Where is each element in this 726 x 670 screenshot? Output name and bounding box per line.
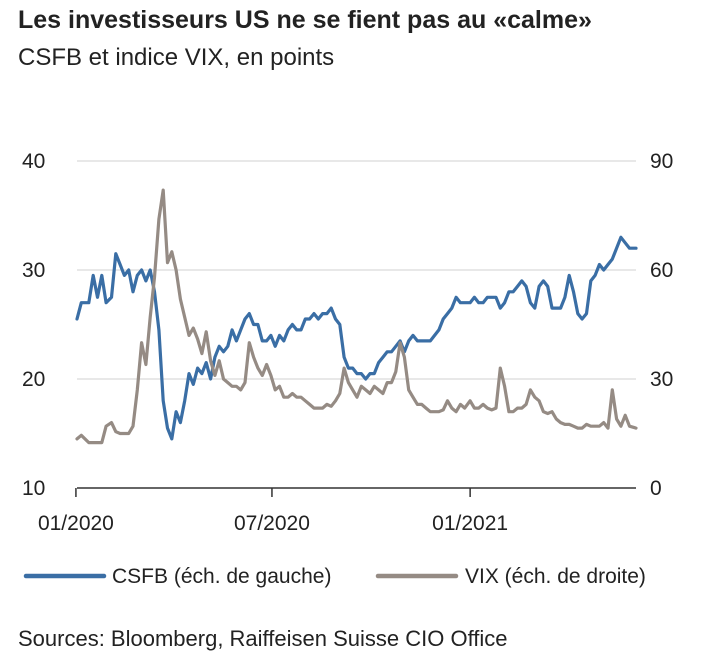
y-right-tick-label: 60 — [650, 259, 673, 282]
axes: 10 20 30 40 0 30 60 90 01/2020 07/2020 01/2021 — [22, 150, 673, 535]
legend: CSFB (éch. de gauche) VIX (éch. de droite… — [23, 565, 646, 588]
chart-source: Sources: Bloomberg, Raiffeisen Suisse CI… — [18, 626, 508, 651]
y-right-tick-label: 0 — [650, 477, 662, 500]
y-left-tick-label: 40 — [22, 150, 45, 173]
series-line-vix — [75, 188, 638, 445]
legend-label: VIX (éch. de droite) — [465, 565, 646, 588]
legend-label: CSFB (éch. de gauche) — [112, 565, 331, 588]
y-left-tick-label: 20 — [22, 368, 45, 391]
y-right-tick-label: 90 — [650, 150, 673, 173]
y-left-tick-label: 10 — [22, 477, 45, 500]
series-lines — [75, 188, 638, 445]
gridlines — [77, 160, 636, 380]
chart-subtitle: CSFB et indice VIX, en points — [18, 44, 335, 71]
y-right-tick-label: 30 — [650, 368, 673, 391]
y-left-tick-label: 30 — [22, 259, 45, 282]
x-tick-label: 01/2020 — [38, 512, 114, 535]
chart-canvas: 10 20 30 40 0 30 60 90 01/2020 07/2020 01/2021 CSF… — [22, 150, 673, 588]
chart-title: Les investisseurs US ne se fient pas au … — [18, 6, 592, 34]
x-tick-label: 01/2021 — [432, 512, 508, 535]
x-tick-label: 07/2020 — [234, 512, 310, 535]
series-line-csfb — [75, 235, 638, 441]
